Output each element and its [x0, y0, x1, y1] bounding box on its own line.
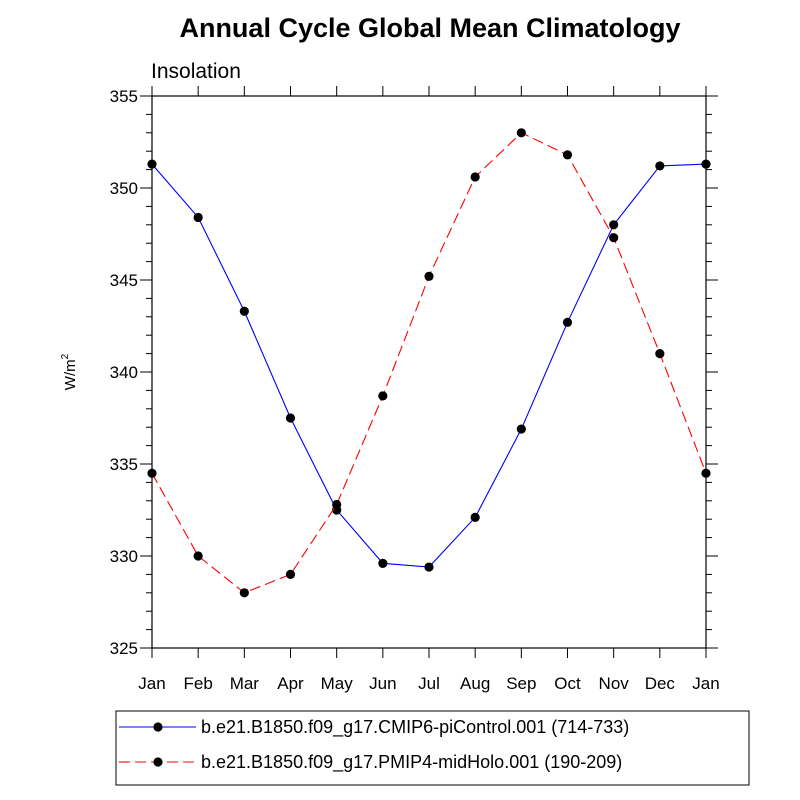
- series-line-2: [151, 132, 707, 594]
- x-tick-label: Nov: [599, 674, 630, 693]
- series-line-1: [151, 163, 707, 568]
- legend-box: [115, 710, 750, 786]
- series-2-point: [285, 569, 296, 580]
- legend-marker-1: [153, 722, 163, 732]
- series-1-point: [562, 317, 573, 327]
- x-tick-label: Jan: [138, 674, 165, 693]
- legend-marker-2: [153, 757, 163, 767]
- series-2-point: [562, 150, 573, 160]
- x-tick-label: May: [321, 674, 354, 693]
- series-2-point: [332, 499, 342, 510]
- series-1-point: [470, 512, 480, 522]
- series-2-point: [516, 128, 526, 138]
- y-tick-label: 335: [110, 455, 138, 474]
- x-tick-label: Sep: [506, 674, 536, 693]
- y-tick-label: 345: [110, 271, 138, 290]
- y-tick-label: 325: [110, 639, 138, 658]
- x-tick-label: Feb: [184, 674, 213, 693]
- series-2-point: [239, 588, 249, 598]
- x-tick-label: Oct: [554, 674, 581, 693]
- series-1-point: [147, 159, 157, 169]
- x-tick-label: Aug: [460, 674, 490, 693]
- plot-area: 325 330 335 340 345 350 355 Jan Feb Mar Apr May Jun J…: [110, 86, 720, 693]
- series-2-point: [701, 468, 711, 478]
- series-1-point: [516, 424, 526, 434]
- series-2-point: [193, 551, 203, 561]
- x-tick-label: Mar: [230, 674, 260, 693]
- series-1-point: [424, 562, 434, 572]
- y-axis-label-superscript: 2: [60, 353, 71, 359]
- x-tick-label: Jun: [369, 674, 396, 693]
- x-tick-label: Jul: [418, 674, 440, 693]
- y-tick-label: 355: [110, 87, 138, 106]
- y-axis-label-base: W/m: [62, 359, 79, 390]
- series-1-point: [239, 306, 249, 316]
- y-tick-label: 330: [110, 547, 138, 566]
- series-1-point: [193, 212, 203, 223]
- series-2-point: [655, 349, 665, 359]
- x-tick-label: Apr: [277, 674, 304, 693]
- series-2-point: [470, 172, 480, 182]
- legend-label-2: b.e21.B1850.f09_g17.PMIP4-midHolo.001 (1…: [201, 752, 622, 773]
- series-1-point: [609, 220, 619, 230]
- y-axis-label: W/m2: [60, 353, 79, 390]
- legend: b.e21.B1850.f09_g17.CMIP6-piControl.001 …: [115, 710, 750, 786]
- series-1-point: [285, 413, 296, 423]
- series-2-point: [378, 391, 388, 401]
- series-1-point: [655, 161, 665, 171]
- series-2-point: [147, 468, 157, 478]
- chart-title: Annual Cycle Global Mean Climatology: [179, 13, 680, 43]
- series-2-point: [424, 271, 434, 281]
- legend-label-1: b.e21.B1850.f09_g17.CMIP6-piControl.001 …: [201, 717, 629, 738]
- x-tick-label: Jan: [692, 674, 719, 693]
- y-tick-label: 350: [110, 179, 138, 198]
- chart-subtitle: Insolation: [151, 60, 241, 83]
- y-tick-label: 340: [110, 363, 138, 382]
- series-2-point: [609, 233, 619, 243]
- series-1-point: [701, 159, 711, 169]
- series-1-point: [378, 558, 388, 568]
- x-tick-label: Dec: [645, 674, 676, 693]
